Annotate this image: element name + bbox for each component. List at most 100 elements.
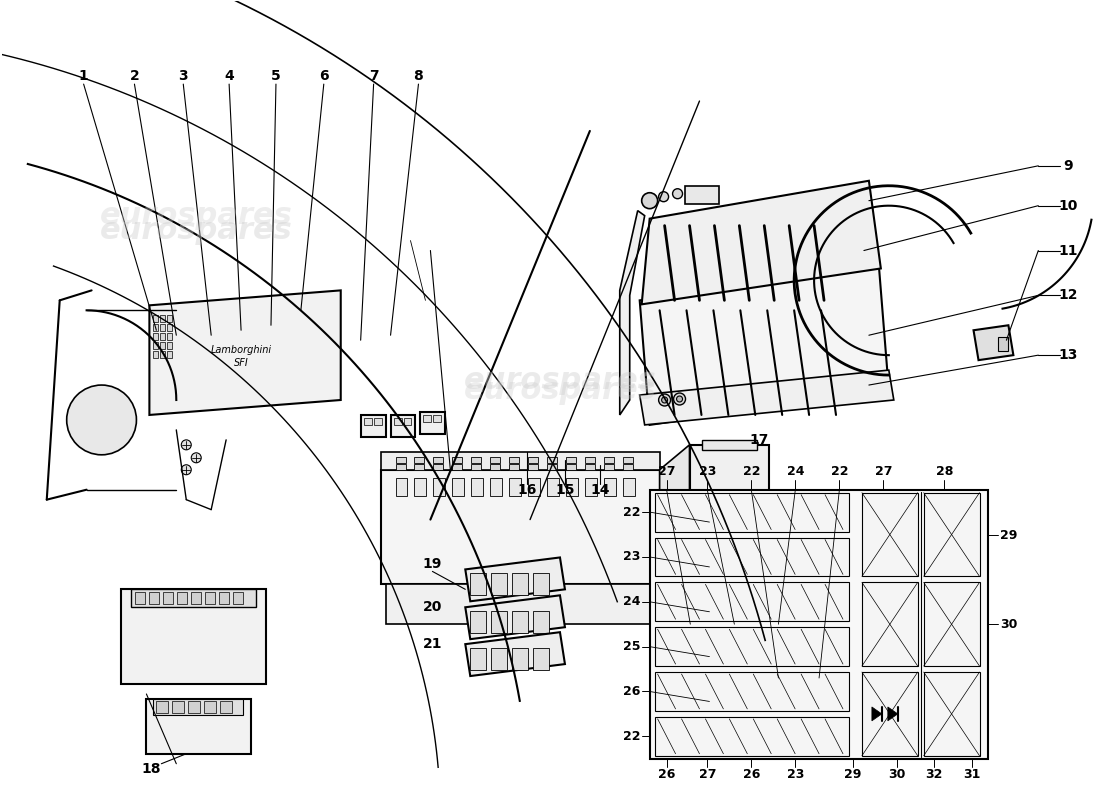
Bar <box>585 457 595 462</box>
Polygon shape <box>888 707 898 721</box>
Text: 29: 29 <box>845 768 861 781</box>
Text: 11: 11 <box>1058 243 1078 258</box>
Text: 15: 15 <box>556 482 574 497</box>
Bar <box>513 574 528 595</box>
Bar <box>492 574 507 595</box>
Polygon shape <box>974 326 1013 360</box>
Polygon shape <box>640 266 889 425</box>
Bar <box>509 478 521 496</box>
Bar <box>167 324 173 331</box>
Text: eurospares: eurospares <box>100 201 293 230</box>
Text: eurospares: eurospares <box>100 216 293 245</box>
Bar <box>654 582 849 622</box>
Bar <box>156 701 168 713</box>
Circle shape <box>182 440 191 450</box>
Bar <box>924 672 979 756</box>
Bar <box>167 334 173 340</box>
Bar <box>862 493 917 576</box>
Bar <box>188 701 200 713</box>
Bar <box>433 464 443 470</box>
Bar <box>999 338 1009 351</box>
Text: 26: 26 <box>742 768 760 781</box>
Bar <box>161 351 165 358</box>
Text: 19: 19 <box>422 558 442 571</box>
Bar <box>396 478 407 496</box>
Bar <box>654 538 849 576</box>
Bar <box>513 648 528 670</box>
Bar <box>121 590 266 684</box>
Bar <box>491 464 501 470</box>
Text: 27: 27 <box>658 466 675 478</box>
Bar <box>491 457 501 462</box>
Bar <box>191 592 201 604</box>
Bar <box>862 582 917 666</box>
Text: 2: 2 <box>130 69 140 83</box>
Text: SFI: SFI <box>233 358 249 368</box>
Text: 8: 8 <box>414 69 424 83</box>
Text: 30: 30 <box>1000 618 1018 630</box>
Bar <box>404 418 411 425</box>
Bar <box>433 457 443 462</box>
Text: 21: 21 <box>422 637 442 651</box>
Circle shape <box>661 397 668 403</box>
Bar <box>492 648 507 670</box>
Circle shape <box>659 394 671 406</box>
Bar <box>153 351 158 358</box>
Text: 23: 23 <box>623 550 640 563</box>
Bar <box>491 478 503 496</box>
Text: 14: 14 <box>590 482 609 497</box>
Bar <box>719 505 732 517</box>
Bar <box>684 186 719 204</box>
Text: 30: 30 <box>889 768 905 781</box>
Circle shape <box>672 189 682 198</box>
Bar <box>161 342 165 349</box>
Bar <box>604 457 614 462</box>
Polygon shape <box>640 370 894 425</box>
Bar <box>565 464 576 470</box>
Bar <box>650 490 989 758</box>
Bar <box>623 457 632 462</box>
Text: 1: 1 <box>79 69 88 83</box>
Bar <box>703 440 757 450</box>
Circle shape <box>659 192 669 202</box>
Bar <box>390 415 416 437</box>
Bar <box>547 457 557 462</box>
Bar <box>394 418 402 425</box>
Bar <box>205 701 217 713</box>
Bar <box>534 648 549 670</box>
Bar <box>924 582 979 666</box>
Bar <box>396 464 406 470</box>
Bar <box>219 592 229 604</box>
Bar <box>654 717 849 756</box>
Polygon shape <box>465 632 565 676</box>
Text: 10: 10 <box>1058 198 1078 213</box>
Text: 9: 9 <box>1064 159 1072 173</box>
Polygon shape <box>619 210 645 415</box>
Text: 32: 32 <box>925 768 943 781</box>
Bar <box>163 592 174 604</box>
Polygon shape <box>150 290 341 415</box>
Bar <box>623 464 632 470</box>
Text: 27: 27 <box>874 466 892 478</box>
Circle shape <box>191 453 201 462</box>
Text: 24: 24 <box>786 466 804 478</box>
Bar <box>452 457 462 462</box>
Bar <box>654 627 849 666</box>
Bar <box>471 648 486 670</box>
Text: 18: 18 <box>142 762 161 776</box>
Bar <box>654 672 849 711</box>
Text: 28: 28 <box>936 466 953 478</box>
Bar <box>386 584 654 624</box>
Bar <box>924 493 979 576</box>
Text: 31: 31 <box>962 768 980 781</box>
Bar <box>433 415 441 422</box>
Text: 5: 5 <box>271 69 281 83</box>
Bar <box>161 324 165 331</box>
Bar <box>167 342 173 349</box>
Bar <box>528 478 540 496</box>
Text: 6: 6 <box>319 69 329 83</box>
Bar <box>161 334 165 340</box>
Bar <box>534 574 549 595</box>
Bar <box>452 464 462 470</box>
Text: 24: 24 <box>623 595 640 608</box>
